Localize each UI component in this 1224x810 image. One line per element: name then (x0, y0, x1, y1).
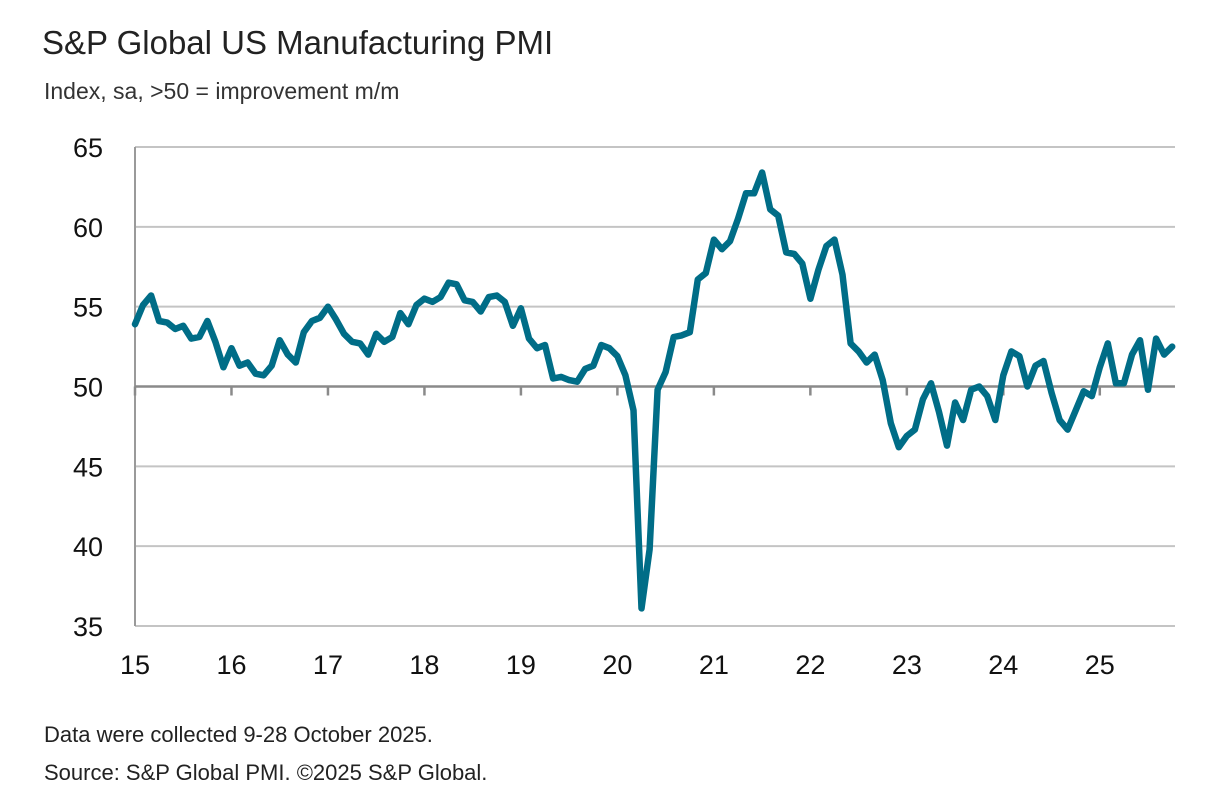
x-tick-label: 23 (892, 650, 922, 680)
y-tick-label: 55 (73, 293, 103, 323)
y-tick-label: 45 (73, 452, 103, 482)
x-tick-label: 22 (795, 650, 825, 680)
y-tick-label: 40 (73, 532, 103, 562)
x-tick-label: 24 (988, 650, 1018, 680)
pmi-series-line (131, 169, 1176, 612)
x-tick-label: 21 (699, 650, 729, 680)
x-tick-label: 19 (506, 650, 536, 680)
x-tick-label: 20 (602, 650, 632, 680)
x-tick-label: 18 (409, 650, 439, 680)
data-collection-note: Data were collected 9-28 October 2025. (44, 722, 433, 747)
x-tick-label: 15 (120, 650, 150, 680)
y-tick-label: 35 (73, 612, 103, 642)
chart-subtitle: Index, sa, >50 = improvement m/m (44, 78, 400, 104)
chart-title: S&P Global US Manufacturing PMI (42, 24, 554, 61)
y-tick-label: 50 (73, 373, 103, 403)
x-tick-label: 16 (216, 650, 246, 680)
y-tick-label: 60 (73, 213, 103, 243)
y-tick-label: 65 (73, 133, 103, 163)
x-tick-label: 17 (313, 650, 343, 680)
x-tick-label: 25 (1085, 650, 1115, 680)
source-note: Source: S&P Global PMI. ©2025 S&P Global… (44, 760, 488, 785)
